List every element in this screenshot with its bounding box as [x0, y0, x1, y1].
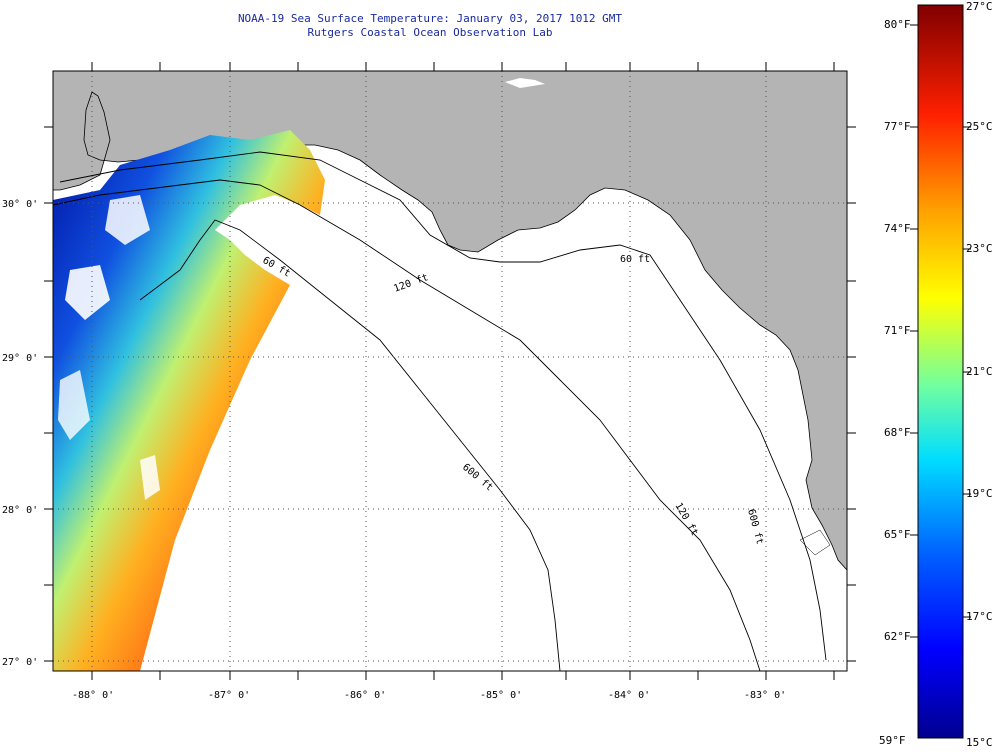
colorbar-c-label: 17°C: [966, 610, 993, 623]
colorbar-c-label: 27°C: [966, 0, 993, 13]
axis-ticks: [44, 62, 856, 680]
colorbar-f-label: 74°F: [884, 222, 911, 235]
lat-label: 28° 0': [2, 505, 38, 516]
colorbar-f-label: 77°F: [884, 120, 911, 133]
colorbar-f-label: 59°F: [879, 734, 906, 747]
contour-600ft: [139, 219, 561, 671]
colorbar: [917, 4, 964, 739]
lon-label: -87° 0': [208, 690, 250, 701]
lon-label: -83° 0': [744, 690, 786, 701]
lat-label: 30° 0': [2, 199, 38, 210]
colorbar-f-label: 71°F: [884, 324, 911, 337]
map-frame: [52, 70, 848, 672]
colorbar-c-label: 25°C: [966, 120, 993, 133]
contour-label: 60 ft: [620, 254, 650, 265]
lat-label: 27° 0': [2, 657, 38, 668]
sst-swath: [53, 130, 325, 671]
colorbar-c-label: 23°C: [966, 242, 993, 255]
lon-label: -88° 0': [72, 690, 114, 701]
graticule: [53, 71, 847, 671]
colorbar-c-label: 15°C: [966, 736, 993, 749]
colorbar-f-label: 62°F: [884, 630, 911, 643]
colorbar-f-label: 65°F: [884, 528, 911, 541]
land-mass: [53, 71, 847, 571]
colorbar-ticks: [910, 24, 971, 638]
colorbar-f-label: 80°F: [884, 18, 911, 31]
map-subtitle: Rutgers Coastal Ocean Observation Lab: [307, 26, 553, 39]
lon-label: -86° 0': [344, 690, 386, 701]
lon-label: -85° 0': [480, 690, 522, 701]
colorbar-f-label: 68°F: [884, 426, 911, 439]
lon-label: -84° 0': [608, 690, 650, 701]
map-title: NOAA-19 Sea Surface Temperature: January…: [237, 12, 623, 25]
colorbar-c-label: 19°C: [966, 487, 993, 500]
contour-120ft: [53, 179, 761, 671]
lat-label: 29° 0': [2, 353, 38, 364]
contour-60ft: [59, 151, 827, 661]
colorbar-c-label: 21°C: [966, 365, 993, 378]
